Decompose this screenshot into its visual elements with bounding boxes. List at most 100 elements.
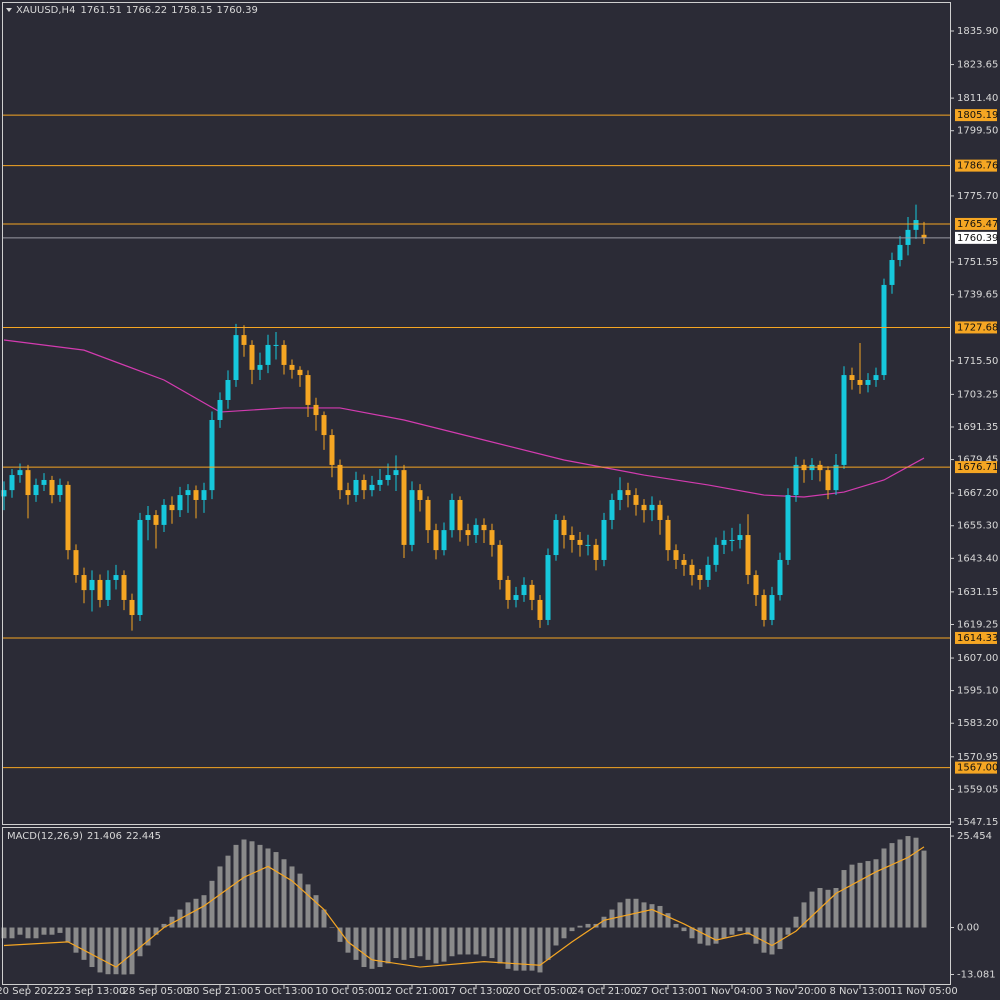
candle-body (313, 404, 319, 416)
candle-body (889, 260, 895, 285)
y-tick-label: 1570.95 (957, 752, 998, 763)
macd-bar (17, 927, 23, 935)
candle-body (337, 464, 343, 491)
macd-bar (625, 898, 631, 928)
macd-bar (521, 927, 527, 971)
y-tick-label: 1679.45 (957, 455, 998, 466)
candle-body (633, 495, 639, 505)
candle-body (73, 550, 79, 576)
macd-bar (249, 841, 255, 928)
macd-bar (753, 927, 759, 944)
macd-bar (57, 927, 63, 933)
x-tick-label: 12 Oct 21:00 (379, 986, 444, 997)
macd-bar (265, 848, 271, 928)
candle-body (833, 464, 839, 491)
macd-bar (697, 927, 703, 944)
y-tick-label: 1775.70 (957, 191, 998, 202)
level-label: 1727.68 (957, 322, 998, 333)
macd-bar (921, 850, 927, 928)
macd-signal-value: 22.445 (126, 831, 161, 842)
macd-bar (369, 927, 375, 969)
macd-bar (601, 916, 607, 928)
x-tick-label: 23 Sep 13:00 (59, 986, 126, 997)
macd-bar (681, 927, 687, 932)
header-high: 1766.22 (126, 5, 167, 16)
macd-bar (785, 927, 791, 935)
macd-bar (1, 927, 7, 939)
macd-bar (289, 866, 295, 928)
candle-body (553, 519, 559, 556)
macd-bar (721, 927, 727, 939)
candle-body (409, 490, 415, 545)
candle-body (649, 504, 655, 511)
candle-body (721, 539, 727, 545)
current-price-label: 1760.39 (957, 233, 998, 244)
candle-body (161, 504, 167, 525)
candle-body (729, 539, 735, 541)
current-price-box (955, 231, 997, 244)
macd-bar (529, 927, 535, 971)
macd-bar (585, 923, 591, 928)
macd-bar (137, 927, 143, 957)
macd-bar (713, 927, 719, 944)
macd-bar (377, 927, 383, 968)
candle-body (89, 579, 95, 591)
candle-body (329, 435, 335, 465)
candle-body (41, 479, 47, 485)
macd-bar (897, 839, 903, 928)
candle-body (9, 475, 15, 491)
y-tick-label: 1547.15 (957, 817, 998, 828)
candle-body (33, 484, 39, 496)
x-tick-label: 3 Nov 20:00 (765, 986, 826, 997)
candle-body (57, 484, 63, 496)
candle-body (769, 595, 775, 620)
candle-body (49, 479, 55, 496)
y-tick-label: 1595.10 (957, 686, 998, 697)
candle-body (641, 504, 647, 511)
macd-signal (3, 846, 925, 968)
macd-bar (449, 927, 455, 957)
macd-bar (385, 927, 391, 964)
macd-bar (97, 927, 103, 973)
candle-body (545, 555, 551, 620)
x-tick-label: 11 Nov 05:00 (890, 986, 957, 997)
x-tick-label: 1 Nov 04:00 (701, 986, 762, 997)
candle-body (441, 530, 447, 551)
candle-body (505, 579, 511, 600)
candle-body (697, 575, 703, 580)
macd-bar (25, 927, 31, 939)
macd-bar (225, 855, 231, 928)
candle-body (17, 470, 23, 476)
candle-body (537, 599, 543, 620)
macd-bar (81, 927, 87, 960)
candle-body (745, 535, 751, 576)
macd-bar (209, 880, 215, 928)
macd-title: MACD(12,26,9) (7, 831, 83, 842)
header-close: 1760.39 (217, 5, 258, 16)
macd-bar (161, 923, 167, 928)
candle-body (433, 530, 439, 551)
y-tick-label: 1739.65 (957, 290, 998, 301)
candle-body (913, 220, 919, 230)
candle-body (569, 535, 575, 540)
candle-body (361, 479, 367, 491)
macd-bar (497, 927, 503, 964)
candle-body (185, 490, 191, 496)
candle-body (713, 544, 719, 565)
macd-bar (769, 927, 775, 955)
macd-bar (353, 927, 359, 960)
candle-body (897, 244, 903, 261)
y-tick-label: 1559.05 (957, 784, 998, 795)
macd-bar (641, 902, 647, 928)
level-label: 1567.00 (957, 763, 998, 774)
macd-bar (825, 889, 831, 928)
y-tick-label: 1631.15 (957, 587, 998, 598)
candle-body (345, 490, 351, 496)
candle-body (281, 344, 287, 365)
candle-body (129, 599, 135, 616)
macd-bar (257, 844, 263, 928)
level-label-box (955, 217, 997, 230)
candle-body (481, 524, 487, 531)
